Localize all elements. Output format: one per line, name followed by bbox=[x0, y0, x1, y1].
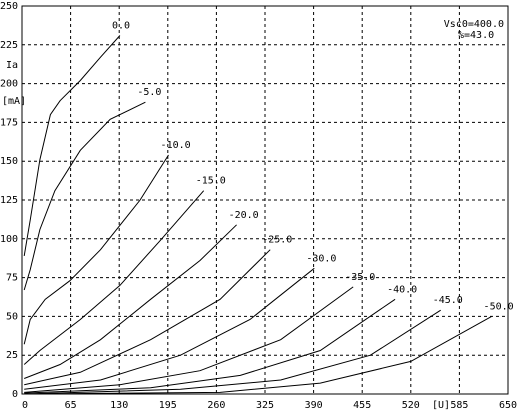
x-tick-label: 130 bbox=[110, 400, 128, 411]
curve bbox=[24, 249, 271, 386]
y-tick-label: 225 bbox=[0, 40, 18, 51]
curve-label: -25.0 bbox=[262, 235, 292, 246]
x-tick-label: 325 bbox=[256, 400, 274, 411]
x-tick-label: 520 bbox=[402, 400, 420, 411]
y-tick-label: 25 bbox=[6, 350, 18, 361]
curve bbox=[27, 315, 492, 395]
curve bbox=[23, 190, 205, 365]
curve bbox=[24, 309, 441, 395]
curve-label: 0.0 bbox=[112, 20, 130, 31]
y-tick-label: 75 bbox=[6, 273, 18, 284]
x-axis-unit: [U] bbox=[432, 400, 450, 411]
annotation: %=43.0 bbox=[458, 30, 494, 41]
curve-label: -35.0 bbox=[345, 272, 375, 283]
plot-frame bbox=[21, 5, 509, 395]
y-tick-label: 175 bbox=[0, 117, 18, 128]
curve bbox=[24, 267, 315, 390]
curve-label: -15.0 bbox=[196, 176, 226, 187]
curve-label: -5.0 bbox=[137, 87, 161, 98]
y-axis-label: Ia bbox=[6, 60, 18, 71]
y-tick-label: 125 bbox=[0, 195, 18, 206]
curve bbox=[23, 154, 169, 345]
curve-label: -20.0 bbox=[229, 210, 259, 221]
x-tick-label: 390 bbox=[305, 400, 323, 411]
x-tick-label: 65 bbox=[65, 400, 77, 411]
y-tick-label: 100 bbox=[0, 234, 18, 245]
x-tick-label: 650 bbox=[499, 400, 517, 411]
curve bbox=[23, 35, 121, 256]
curve bbox=[24, 286, 354, 393]
curve-label: -45.0 bbox=[433, 295, 463, 306]
y-tick-label: 200 bbox=[0, 79, 18, 90]
curve bbox=[24, 298, 396, 394]
y-axis-unit: [mA] bbox=[2, 96, 26, 107]
x-tick-label: 585 bbox=[450, 400, 468, 411]
y-tick-label: 150 bbox=[0, 156, 18, 167]
y-tick-label: 0 bbox=[12, 389, 18, 400]
curve-label: -50.0 bbox=[484, 301, 514, 312]
curve bbox=[24, 224, 237, 379]
curve-label: -30.0 bbox=[306, 253, 336, 264]
curve bbox=[23, 101, 146, 291]
y-tick-label: 50 bbox=[6, 311, 18, 322]
y-tick-label: 250 bbox=[0, 1, 18, 12]
curve-label: -40.0 bbox=[387, 284, 417, 295]
x-tick-label: 260 bbox=[207, 400, 225, 411]
x-tick-label: 0 bbox=[22, 400, 28, 411]
curve-label: -10.0 bbox=[161, 140, 191, 151]
x-tick-label: 455 bbox=[353, 400, 371, 411]
annotation: Vsc0=400.0 bbox=[444, 19, 504, 30]
x-tick-label: 195 bbox=[159, 400, 177, 411]
